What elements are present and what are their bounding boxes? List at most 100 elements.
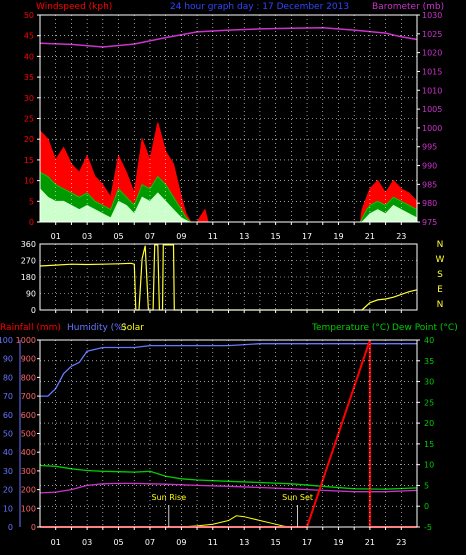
- x-tick-label: 13: [239, 538, 249, 547]
- compass-label: E: [437, 285, 443, 295]
- x-tick-label: 07: [145, 232, 155, 241]
- y-tick-label-solar: 200: [21, 486, 36, 495]
- y-tick-label-humidity: 60: [3, 411, 13, 420]
- solar-line: [40, 515, 417, 528]
- wind-gust-area: [39, 122, 418, 223]
- y-tick-label-humidity: 50: [3, 430, 13, 439]
- y-tick-label-barometer: 985: [422, 180, 437, 189]
- sunrise-annotation: Sun Rise: [151, 493, 186, 502]
- sunset-annotation: Sun Set: [282, 493, 313, 502]
- y-tick-label-solar: 400: [21, 448, 36, 457]
- y-tick-label-direction: 270: [21, 257, 36, 266]
- y-tick-label-solar: 0: [31, 523, 36, 532]
- barometer-line: [39, 27, 418, 48]
- x-tick-label: 05: [113, 538, 123, 547]
- y-tick-label-barometer: 995: [422, 143, 437, 152]
- barometer-label: Barometer (mb): [372, 2, 444, 12]
- y-tick-label-solar: 500: [21, 430, 36, 439]
- y-tick-label-temperature: -5: [424, 523, 432, 532]
- x-tick-label: 13: [239, 232, 249, 241]
- y-tick-label-temperature: 5: [424, 481, 429, 490]
- y-tick-label-humidity: 0: [8, 523, 13, 532]
- y-tick-label-solar: 300: [21, 467, 36, 476]
- windspeed-label: Windspeed (kph): [36, 2, 112, 12]
- y-tick-label-humidity: 100: [0, 336, 13, 345]
- y-tick-label-temperature: 20: [424, 419, 434, 428]
- y-tick-label-temperature: 25: [424, 398, 434, 407]
- compass-label: S: [437, 270, 443, 280]
- x-tick-label: 15: [271, 538, 281, 547]
- x-tick-label: 09: [176, 232, 186, 241]
- y-tick-label-solar: 900: [21, 355, 36, 364]
- y-tick-label-windspeed: 15: [24, 156, 34, 165]
- y-tick-label-temperature: 35: [424, 357, 434, 366]
- compass-label: W: [436, 255, 445, 265]
- wind-barometer-panel: 01 03 05 07 09 11 13 15 17 19 21 230510152025303540…: [24, 11, 443, 241]
- x-tick-label: 21: [365, 232, 375, 241]
- x-tick-label: 23: [396, 232, 406, 241]
- y-tick-label-humidity: 40: [3, 448, 13, 457]
- x-tick-label: 05: [113, 232, 123, 241]
- x-tick-label: 01: [51, 232, 61, 241]
- y-tick-label-temperature: 40: [424, 336, 434, 345]
- y-tick-label-barometer: 1030: [422, 11, 442, 20]
- y-tick-label-barometer: 1010: [422, 86, 442, 95]
- y-tick-label-windspeed: 40: [24, 52, 34, 61]
- y-tick-label-windspeed: 45: [24, 32, 34, 41]
- y-tick-label-windspeed: 5: [29, 197, 34, 206]
- wind-direction-line: [39, 244, 418, 311]
- y-tick-label-barometer: 1000: [422, 124, 442, 133]
- y-tick-label-humidity: 80: [3, 373, 13, 382]
- x-tick-label: 23: [396, 538, 406, 547]
- y-tick-label-windspeed: 10: [24, 177, 34, 186]
- x-tick-label: 03: [82, 232, 92, 241]
- y-tick-label-temperature: 10: [424, 461, 434, 470]
- x-tick-label: 01: [51, 538, 61, 547]
- x-tick-label: 19: [333, 538, 343, 547]
- y-tick-label-temperature: 30: [424, 378, 434, 387]
- x-tick-label: 15: [271, 232, 281, 241]
- y-tick-label-temperature: 0: [424, 502, 429, 511]
- y-tick-label-direction: 180: [21, 273, 36, 282]
- y-tick-label-direction: 360: [21, 240, 36, 249]
- y-tick-label-windspeed: 0: [29, 218, 34, 227]
- y-tick-label-barometer: 1020: [422, 49, 442, 58]
- y-tick-label-solar: 1000: [16, 336, 36, 345]
- y-tick-label-solar: 800: [21, 373, 36, 382]
- y-tick-label-windspeed: 35: [24, 73, 34, 82]
- y-tick-label-barometer: 1005: [422, 105, 442, 114]
- x-tick-label: 11: [208, 538, 218, 547]
- y-tick-label-barometer: 990: [422, 162, 437, 171]
- y-tick-label-direction: 90: [26, 290, 36, 299]
- x-tick-label: 21: [365, 538, 375, 547]
- temperature-label: Temperature (°C): [311, 323, 390, 333]
- solar-label: Solar: [121, 323, 144, 333]
- wind-average-area: [39, 171, 418, 223]
- y-tick-label-windspeed: 25: [24, 115, 34, 124]
- wind-low-area: [39, 187, 418, 223]
- chart-title: 24 hour graph day : 17 December 2013: [170, 2, 349, 12]
- y-tick-label-humidity: 10: [3, 504, 13, 513]
- x-tick-label: 07: [145, 538, 155, 547]
- y-tick-label-barometer: 1015: [422, 67, 442, 76]
- y-tick-label-solar: 600: [21, 411, 36, 420]
- y-tick-label-humidity: 70: [3, 392, 13, 401]
- y-tick-label-direction: 0: [31, 306, 36, 315]
- y-tick-label-barometer: 1025: [422, 30, 442, 39]
- x-tick-label: 11: [208, 232, 218, 241]
- humidity-label: Humidity (%): [67, 323, 126, 333]
- y-tick-label-humidity: 20: [3, 486, 13, 495]
- x-tick-label: 03: [82, 538, 92, 547]
- compass-label: N: [437, 300, 444, 310]
- y-tick-label-windspeed: 50: [24, 11, 34, 20]
- x-tick-label: 17: [302, 232, 312, 241]
- y-tick-label-temperature: 15: [424, 440, 434, 449]
- x-tick-label: 17: [302, 538, 312, 547]
- dewpoint-label: Dew Point (°C): [392, 323, 458, 333]
- humidity-line: [40, 343, 417, 397]
- x-tick-label: 09: [176, 538, 186, 547]
- y-tick-label-solar: 700: [21, 392, 36, 401]
- y-tick-label-windspeed: 30: [24, 94, 34, 103]
